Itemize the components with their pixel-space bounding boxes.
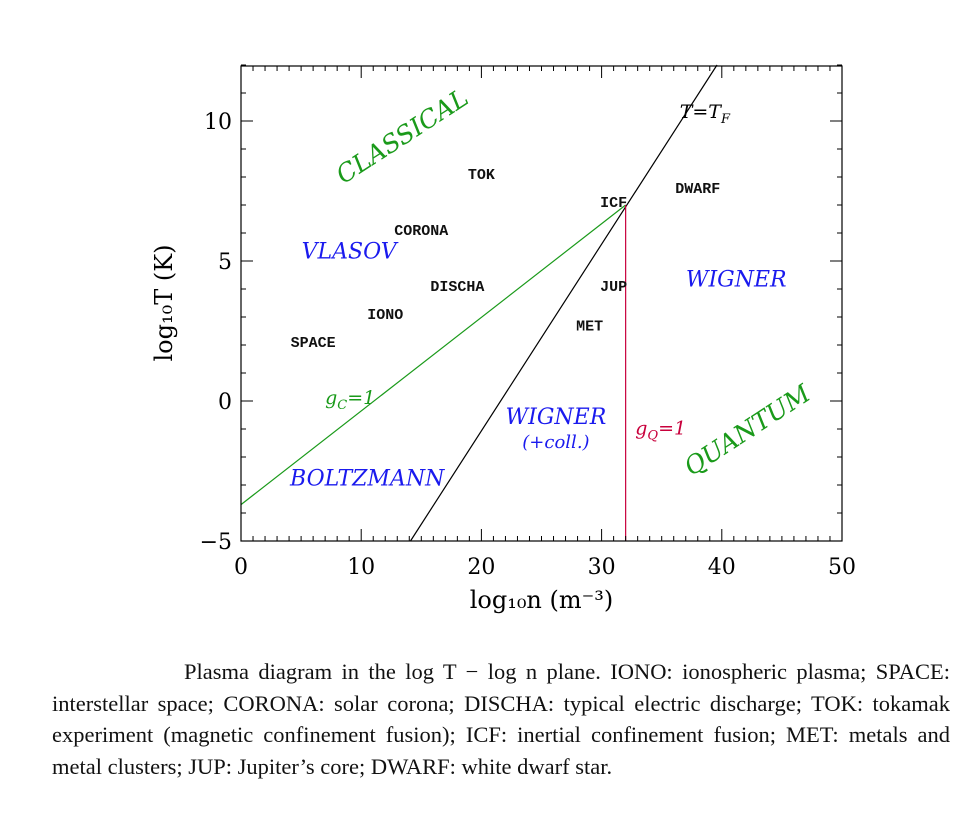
line-label-3: gQ=1 [635, 418, 686, 444]
y-tick-label: 10 [204, 110, 232, 135]
x-axis-label: log₁₀n (m⁻³) [470, 586, 614, 614]
point-label-tok: TOK [468, 167, 495, 184]
y-tick-label: 5 [218, 250, 232, 275]
point-label-corona: CORONA [394, 223, 448, 240]
region-label-7: QUANTUM [679, 378, 817, 482]
point-label-discha: DISCHA [430, 279, 484, 296]
series-line-2 [240, 204, 627, 506]
region-label-4: WIGNER [506, 405, 607, 430]
region-label-2: VLASOV [302, 240, 399, 265]
point-label-met: MET [576, 318, 603, 335]
point-label-jup: JUP [600, 279, 627, 296]
x-tick-label: 40 [708, 555, 736, 580]
region-label-5: (+coll.) [522, 432, 589, 453]
y-axis-label: log₁₀T (K) [150, 244, 178, 361]
point-label-dwarf: DWARF [675, 181, 720, 198]
point-label-icf: ICF [600, 195, 627, 212]
x-tick-label: 10 [347, 555, 375, 580]
x-tick-label: 50 [828, 555, 856, 580]
figure-caption: Plasma diagram in the log T − log n plan… [52, 659, 950, 779]
y-tick-label: 0 [218, 390, 232, 415]
point-label-space: SPACE [291, 335, 336, 352]
region-label-3: BOLTZMANN [289, 466, 445, 491]
x-tick-label: 0 [234, 555, 248, 580]
point-label-iono: IONO [367, 307, 403, 324]
x-tick-label: 20 [467, 555, 495, 580]
y-tick-label: −5 [200, 530, 232, 555]
line-label-1: T=TF [680, 101, 731, 127]
region-label-1: CLASSICAL [331, 83, 474, 190]
line-label-2: gC=1 [325, 387, 375, 413]
series-line-1 [409, 64, 718, 542]
x-tick-label: 30 [588, 555, 616, 580]
region-label-6: WIGNER [686, 268, 787, 293]
